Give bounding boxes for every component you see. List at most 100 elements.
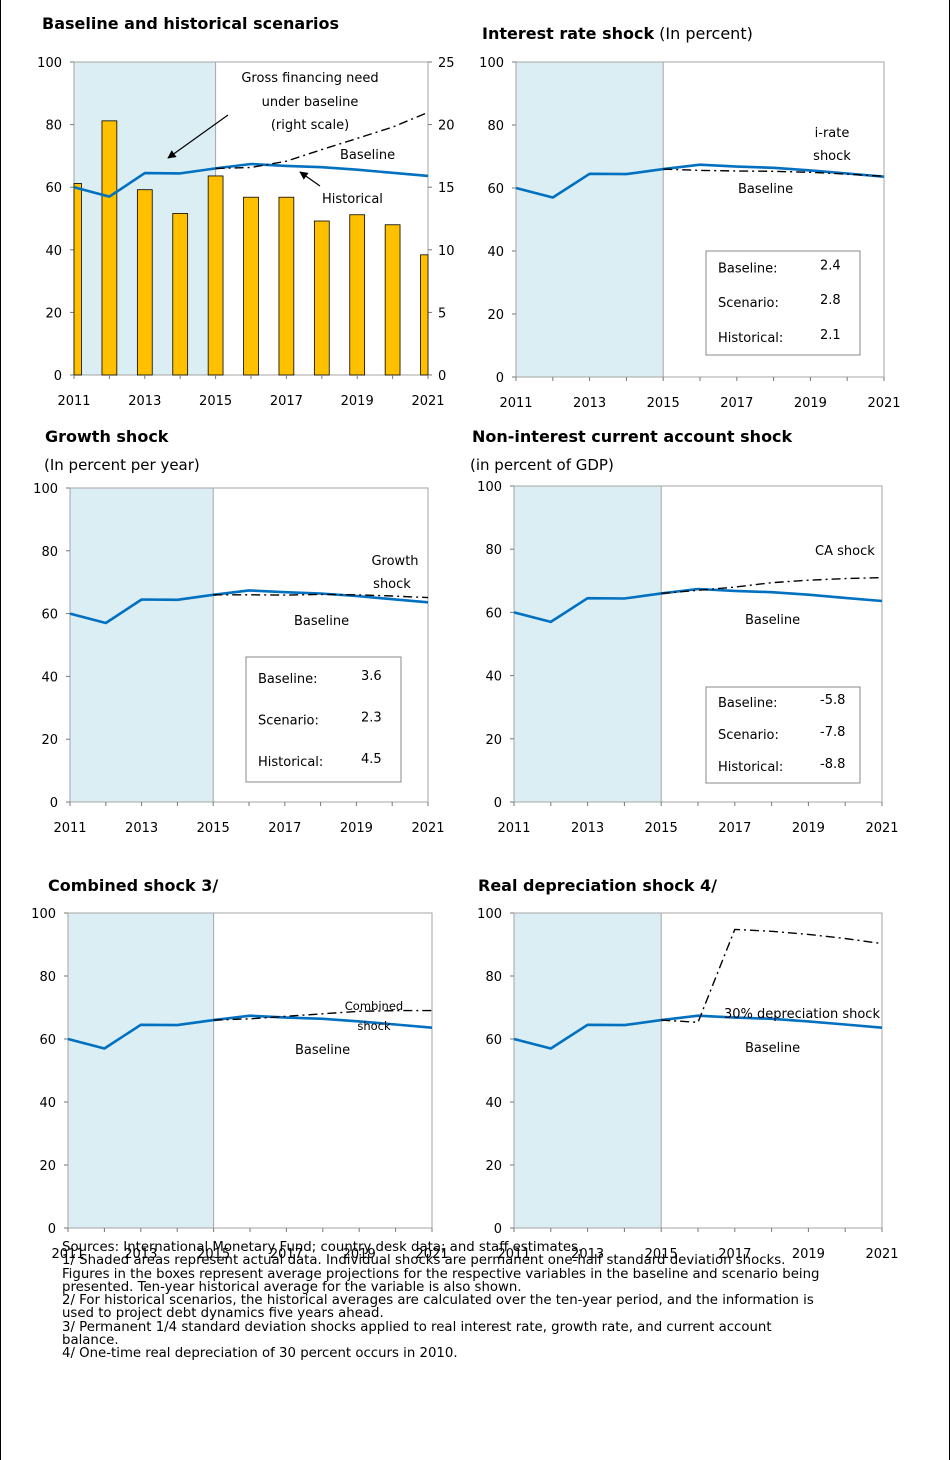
c2-xtick-label: 2013 xyxy=(573,396,606,411)
c1-ytick-right-label: 10 xyxy=(438,244,455,259)
c2-ytick-label: 60 xyxy=(487,182,504,197)
c4-box-label: Baseline: xyxy=(718,696,778,711)
c4-title: Non-interest current account shock xyxy=(472,427,793,446)
c4-series-ca-shock xyxy=(661,576,883,595)
c2-info-box xyxy=(705,250,861,356)
c5-title: Combined shock 3/ xyxy=(48,876,218,895)
c5-ytick-label: 100 xyxy=(31,907,56,922)
c3-xtick-label: 2015 xyxy=(197,821,230,836)
c1-xtick-label: 2015 xyxy=(199,394,232,409)
c2-box-label: Historical: xyxy=(718,331,783,346)
c6-xtick-label: 2017 xyxy=(718,1247,751,1262)
c1-ytick-label: 80 xyxy=(45,119,62,134)
c1-ytick-label: 20 xyxy=(45,306,62,321)
c3-box-value: 2.3 xyxy=(361,711,382,726)
c2-xtick-label: 2015 xyxy=(647,396,680,411)
c1-annotation-gfn_3: (right scale) xyxy=(271,118,349,133)
c1-ytick-label: 60 xyxy=(45,181,62,196)
c1-annotation-baseline: Baseline xyxy=(340,148,395,163)
c3-ytick-label: 100 xyxy=(33,482,58,497)
c3-xtick-label: 2021 xyxy=(411,821,444,836)
c4-xtick-label: 2011 xyxy=(497,821,530,836)
c1-ytick-right-label: 15 xyxy=(438,181,455,196)
c5-ytick-label: 80 xyxy=(39,970,56,985)
c2-ytick-label: 20 xyxy=(487,308,504,323)
c6-series-baseline xyxy=(513,1014,883,1050)
c1-xtick-label: 2013 xyxy=(128,394,161,409)
c6-ytick-label: 80 xyxy=(485,970,502,985)
c3-series-baseline xyxy=(69,589,429,625)
c4-box-label: Historical: xyxy=(718,760,783,775)
c1-annotation-gfn_1: Gross financing need xyxy=(241,71,378,86)
c3-ytick-label: 40 xyxy=(41,670,58,685)
c3-annotation-baseline: Baseline xyxy=(294,614,349,629)
c2-box-label: Baseline: xyxy=(718,261,778,276)
c2-series-baseline xyxy=(515,163,885,199)
c4-series-baseline xyxy=(513,587,883,624)
footnote-2: 2/ For historical scenarios, the histori… xyxy=(62,1293,814,1309)
c1-bar-2016 xyxy=(243,196,259,376)
c4-subtitle: (in percent of GDP) xyxy=(470,456,614,474)
c3-info-box xyxy=(245,656,402,783)
c4-ytick-label: 80 xyxy=(485,543,502,558)
c5-annotation-baseline: Baseline xyxy=(295,1043,350,1058)
c2-xtick-label: 2021 xyxy=(867,396,900,411)
c6-xtick-label: 2011 xyxy=(497,1247,530,1262)
c6-annotation-shock_1: 30% depreciation shock xyxy=(724,1007,880,1022)
c1-ytick-label: 0 xyxy=(54,369,62,384)
c3-box-label: Baseline: xyxy=(258,672,318,687)
c1-bar-2015 xyxy=(207,175,224,376)
c1-bar-2013 xyxy=(136,189,153,376)
c5-xtick-label: 2021 xyxy=(415,1247,448,1262)
c1-ytick-right-label: 25 xyxy=(438,56,455,71)
c1-bar-2020 xyxy=(384,224,401,376)
c5-xtick-label: 2017 xyxy=(270,1247,303,1262)
c5-ytick-label: 0 xyxy=(48,1222,56,1237)
footnotes: Sources: International Monetary Fund; co… xyxy=(62,1241,922,1361)
c1-bar-2019 xyxy=(349,214,366,376)
c1-arrow-historical xyxy=(299,171,321,187)
c1-ytick-right-label: 20 xyxy=(438,119,455,134)
c2-box-value: 2.1 xyxy=(820,328,841,343)
c1-title: Baseline and historical scenarios xyxy=(42,14,339,33)
c1-xtick-label: 2011 xyxy=(57,394,90,409)
c1-bar-2012 xyxy=(101,120,118,376)
c3-ytick-label: 20 xyxy=(41,733,58,748)
c3-box-value: 4.5 xyxy=(361,752,382,767)
c6-xtick-label: 2013 xyxy=(571,1247,604,1262)
c3-xtick-label: 2013 xyxy=(125,821,158,836)
c4-ytick-label: 100 xyxy=(477,480,502,495)
c5-ytick-label: 60 xyxy=(39,1033,56,1048)
c6-xtick-label: 2019 xyxy=(792,1247,825,1262)
c5-xtick-label: 2015 xyxy=(197,1247,230,1262)
c4-info-box xyxy=(705,686,861,784)
c6-ytick-label: 60 xyxy=(485,1033,502,1048)
c1-xtick-label: 2021 xyxy=(411,394,444,409)
c4-annotation-baseline: Baseline xyxy=(745,613,800,628)
c3-box-value: 3.6 xyxy=(361,669,382,684)
c2-ytick-label: 0 xyxy=(496,371,504,386)
c2-annotation-baseline: Baseline xyxy=(738,182,793,197)
c6-annotation-baseline: Baseline xyxy=(745,1041,800,1056)
c6-title: Real depreciation shock 4/ xyxy=(478,876,717,895)
c2-title: Interest rate shock (In percent) xyxy=(482,24,753,43)
c5-series-combined-shock xyxy=(213,1009,432,1021)
footnote-3: 3/ Permanent 1/4 standard deviation shoc… xyxy=(62,1319,772,1335)
c4-xtick-label: 2017 xyxy=(718,821,751,836)
c6-ytick-label: 100 xyxy=(477,907,502,922)
c4-box-label: Scenario: xyxy=(718,728,779,743)
c3-ytick-label: 0 xyxy=(50,796,58,811)
c5-xtick-label: 2011 xyxy=(51,1247,84,1262)
c1-ytick-label: 40 xyxy=(45,244,62,259)
c2-subtitle: (In percent) xyxy=(659,24,753,43)
c2-annotation-shock_1: i-rate xyxy=(815,126,850,141)
c4-xtick-label: 2019 xyxy=(792,821,825,836)
c5-annotation-shock_2: shock xyxy=(357,1019,391,1033)
footnote-sources: Sources: International Monetary Fund; co… xyxy=(62,1240,583,1255)
c5-ytick-label: 40 xyxy=(39,1096,56,1111)
c2-xtick-label: 2019 xyxy=(794,396,827,411)
c4-ytick-label: 40 xyxy=(485,670,502,685)
c1-bar-2018 xyxy=(313,220,330,376)
c3-ytick-label: 60 xyxy=(41,608,58,623)
